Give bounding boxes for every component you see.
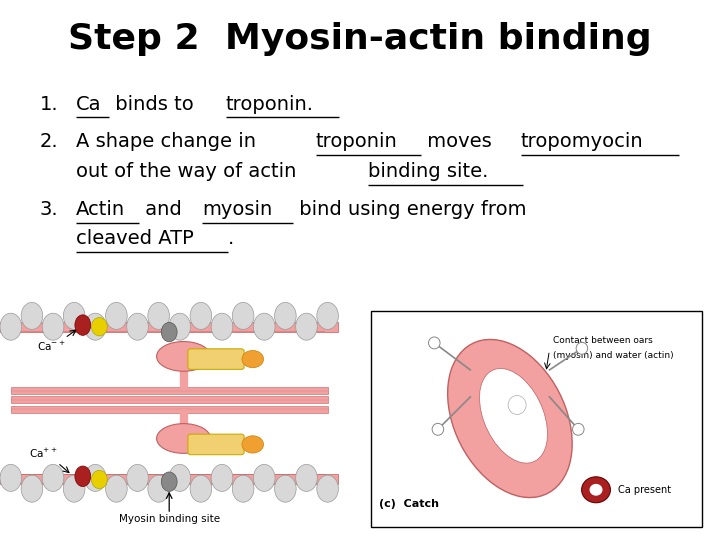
Bar [371, 310, 702, 526]
Ellipse shape [274, 302, 296, 329]
Bar [0, 474, 338, 484]
Ellipse shape [233, 302, 254, 329]
Text: P: P [249, 440, 256, 449]
Ellipse shape [508, 395, 526, 415]
Text: binding site.: binding site. [368, 162, 488, 181]
Ellipse shape [190, 475, 212, 502]
Ellipse shape [432, 423, 444, 435]
Text: moves: moves [421, 132, 498, 151]
Text: Contact between oars: Contact between oars [553, 336, 653, 345]
Ellipse shape [317, 302, 338, 329]
Text: 2.: 2. [40, 132, 58, 151]
Ellipse shape [75, 315, 91, 335]
FancyBboxPatch shape [188, 434, 244, 455]
Text: bind using energy from: bind using energy from [293, 200, 526, 219]
Text: Ca present: Ca present [618, 485, 671, 495]
Text: (c)  Catch: (c) Catch [379, 499, 439, 509]
Ellipse shape [590, 484, 603, 496]
Ellipse shape [91, 318, 107, 336]
Text: myosin: myosin [202, 200, 272, 219]
Ellipse shape [317, 475, 338, 502]
Ellipse shape [106, 302, 127, 329]
FancyBboxPatch shape [188, 349, 244, 369]
Text: cleaved ATP: cleaved ATP [76, 230, 194, 248]
Text: P: P [249, 355, 256, 363]
Text: tropomyocin: tropomyocin [521, 132, 644, 151]
Ellipse shape [0, 313, 22, 340]
Ellipse shape [428, 337, 440, 349]
Ellipse shape [161, 322, 177, 342]
Text: troponin: troponin [316, 132, 397, 151]
Ellipse shape [84, 313, 106, 340]
Ellipse shape [157, 423, 210, 454]
Bar [0, 322, 338, 332]
Bar [11, 387, 328, 394]
Ellipse shape [127, 464, 148, 491]
Ellipse shape [582, 477, 611, 503]
Ellipse shape [84, 464, 106, 491]
Ellipse shape [106, 475, 127, 502]
Text: A shape change in: A shape change in [76, 132, 262, 151]
Ellipse shape [242, 350, 264, 368]
Text: 1.: 1. [40, 94, 58, 113]
Ellipse shape [63, 302, 85, 329]
Text: 3.: 3. [40, 200, 58, 219]
Ellipse shape [296, 464, 318, 491]
Ellipse shape [242, 436, 264, 453]
Ellipse shape [274, 475, 296, 502]
Ellipse shape [42, 313, 64, 340]
Ellipse shape [253, 313, 275, 340]
Text: Ca$^{++}$: Ca$^{++}$ [29, 447, 58, 460]
Ellipse shape [63, 475, 85, 502]
Text: Ca$^{-+}$: Ca$^{-+}$ [37, 340, 66, 353]
Ellipse shape [296, 313, 318, 340]
Text: ADP: ADP [206, 440, 226, 449]
Ellipse shape [75, 466, 91, 487]
Text: and: and [139, 200, 188, 219]
Text: Actin: Actin [76, 200, 125, 219]
Ellipse shape [0, 464, 22, 491]
Ellipse shape [169, 313, 191, 340]
Ellipse shape [190, 302, 212, 329]
Ellipse shape [127, 313, 148, 340]
Text: Myosin binding site: Myosin binding site [119, 514, 220, 524]
Ellipse shape [211, 313, 233, 340]
Ellipse shape [211, 464, 233, 491]
Text: binds to: binds to [109, 94, 199, 113]
Ellipse shape [233, 475, 254, 502]
Ellipse shape [91, 470, 107, 489]
Ellipse shape [21, 475, 42, 502]
Ellipse shape [42, 464, 64, 491]
Text: Step 2  Myosin-actin binding: Step 2 Myosin-actin binding [68, 22, 652, 56]
Ellipse shape [148, 475, 169, 502]
Ellipse shape [161, 472, 177, 491]
Bar [11, 406, 328, 413]
Text: (myosin) and water (actin): (myosin) and water (actin) [553, 351, 674, 360]
Ellipse shape [148, 302, 169, 329]
Text: troponin.: troponin. [226, 94, 314, 113]
Ellipse shape [21, 302, 42, 329]
Bar [11, 396, 328, 403]
Text: ADP: ADP [206, 354, 226, 364]
Text: .: . [228, 230, 234, 248]
Ellipse shape [169, 464, 191, 491]
Ellipse shape [253, 464, 275, 491]
Text: out of the way of actin: out of the way of actin [76, 162, 302, 181]
Ellipse shape [448, 340, 572, 497]
Text: Ca: Ca [76, 94, 101, 113]
Ellipse shape [157, 341, 210, 372]
Ellipse shape [480, 368, 547, 463]
Ellipse shape [576, 342, 588, 354]
Ellipse shape [572, 423, 584, 435]
